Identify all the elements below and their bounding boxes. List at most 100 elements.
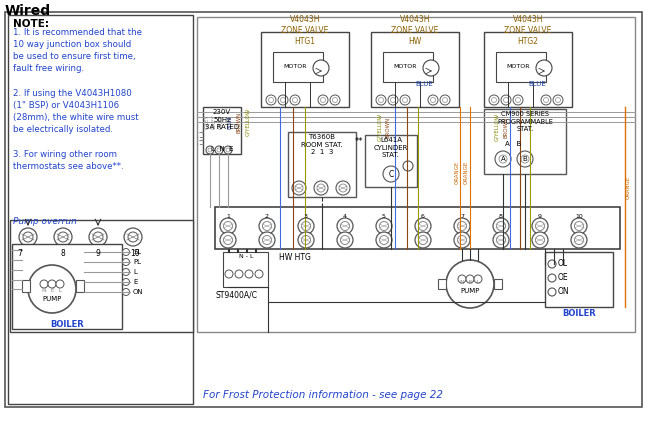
Text: G/YELLOW: G/YELLOW <box>245 108 250 136</box>
Bar <box>215 207 620 249</box>
Circle shape <box>302 235 311 244</box>
Text: L641A
CYLINDER
STAT.: L641A CYLINDER STAT. <box>374 137 408 158</box>
Text: 7: 7 <box>460 214 464 219</box>
Circle shape <box>402 97 408 103</box>
Circle shape <box>415 232 431 248</box>
Circle shape <box>128 232 138 242</box>
Circle shape <box>376 218 392 234</box>
Circle shape <box>226 148 230 152</box>
Circle shape <box>428 95 438 105</box>
Circle shape <box>225 270 233 278</box>
Bar <box>8 15 193 404</box>
Text: B: B <box>523 156 527 162</box>
Circle shape <box>380 222 388 230</box>
Text: G/YELLOW: G/YELLOW <box>377 113 382 141</box>
Bar <box>484 32 572 107</box>
Text: A: A <box>501 156 505 162</box>
Circle shape <box>48 280 56 288</box>
Bar <box>288 132 356 197</box>
Circle shape <box>220 218 236 234</box>
Text: OE: OE <box>558 273 569 282</box>
Text: 6: 6 <box>421 214 425 219</box>
Circle shape <box>423 60 439 76</box>
Text: E: E <box>133 279 137 285</box>
Circle shape <box>501 95 511 105</box>
Bar <box>203 107 241 154</box>
Circle shape <box>220 232 236 248</box>
Text: OL: OL <box>558 260 568 268</box>
Circle shape <box>340 235 349 244</box>
Circle shape <box>443 97 448 103</box>
Circle shape <box>446 260 494 308</box>
Circle shape <box>548 288 556 296</box>
Circle shape <box>548 260 556 268</box>
Circle shape <box>259 218 275 234</box>
Circle shape <box>575 235 584 244</box>
Text: 3: 3 <box>304 214 308 219</box>
Bar <box>494 279 502 289</box>
Text: GREY: GREY <box>204 115 210 129</box>
Circle shape <box>302 222 311 230</box>
Circle shape <box>295 184 303 192</box>
Circle shape <box>122 268 129 276</box>
Circle shape <box>388 95 398 105</box>
Text: 8: 8 <box>499 214 503 219</box>
Circle shape <box>499 155 507 163</box>
Circle shape <box>255 270 263 278</box>
Circle shape <box>54 228 72 246</box>
Text: GREY: GREY <box>212 115 217 129</box>
Bar <box>12 244 122 329</box>
Circle shape <box>333 97 338 103</box>
Bar <box>76 280 84 292</box>
Text: CM900 SERIES
PROGRAMMABLE
STAT.: CM900 SERIES PROGRAMMABLE STAT. <box>497 111 553 132</box>
Circle shape <box>517 151 533 167</box>
Circle shape <box>571 218 587 234</box>
Circle shape <box>122 249 129 255</box>
Circle shape <box>89 228 107 246</box>
Text: 7: 7 <box>17 249 22 258</box>
Circle shape <box>376 95 386 105</box>
Text: PUMP: PUMP <box>460 288 479 294</box>
Circle shape <box>553 95 563 105</box>
Circle shape <box>318 95 328 105</box>
Circle shape <box>292 97 298 103</box>
Text: C: C <box>388 170 393 179</box>
Circle shape <box>513 95 523 105</box>
Circle shape <box>298 232 314 248</box>
Circle shape <box>339 184 347 192</box>
Text: 230V
50Hz
3A RATED: 230V 50Hz 3A RATED <box>205 109 239 130</box>
Text: ST9400A/C: ST9400A/C <box>215 290 257 299</box>
Circle shape <box>380 235 388 244</box>
Text: BROWN: BROWN <box>503 116 509 138</box>
Circle shape <box>320 97 325 103</box>
Circle shape <box>263 235 272 244</box>
Text: 9: 9 <box>95 249 100 258</box>
Circle shape <box>278 95 288 105</box>
Circle shape <box>93 232 103 242</box>
Text: BLUE: BLUE <box>528 81 546 87</box>
Circle shape <box>23 232 33 242</box>
Bar <box>383 52 433 82</box>
Text: 2: 2 <box>265 214 269 219</box>
Circle shape <box>493 232 509 248</box>
Circle shape <box>556 97 560 103</box>
Circle shape <box>571 232 587 248</box>
Bar <box>545 252 613 307</box>
Circle shape <box>383 166 399 182</box>
Circle shape <box>340 222 349 230</box>
Circle shape <box>415 218 431 234</box>
Text: L: L <box>133 269 137 275</box>
Bar <box>10 220 193 332</box>
Text: ON: ON <box>558 287 569 297</box>
Circle shape <box>235 270 243 278</box>
Bar <box>197 17 635 332</box>
Circle shape <box>493 218 509 234</box>
Circle shape <box>474 275 482 283</box>
Text: Wired: Wired <box>5 4 51 18</box>
Circle shape <box>224 146 232 154</box>
Text: 5: 5 <box>382 214 386 219</box>
Circle shape <box>259 232 275 248</box>
Circle shape <box>495 151 511 167</box>
Text: 4: 4 <box>343 214 347 219</box>
Bar <box>273 52 323 82</box>
